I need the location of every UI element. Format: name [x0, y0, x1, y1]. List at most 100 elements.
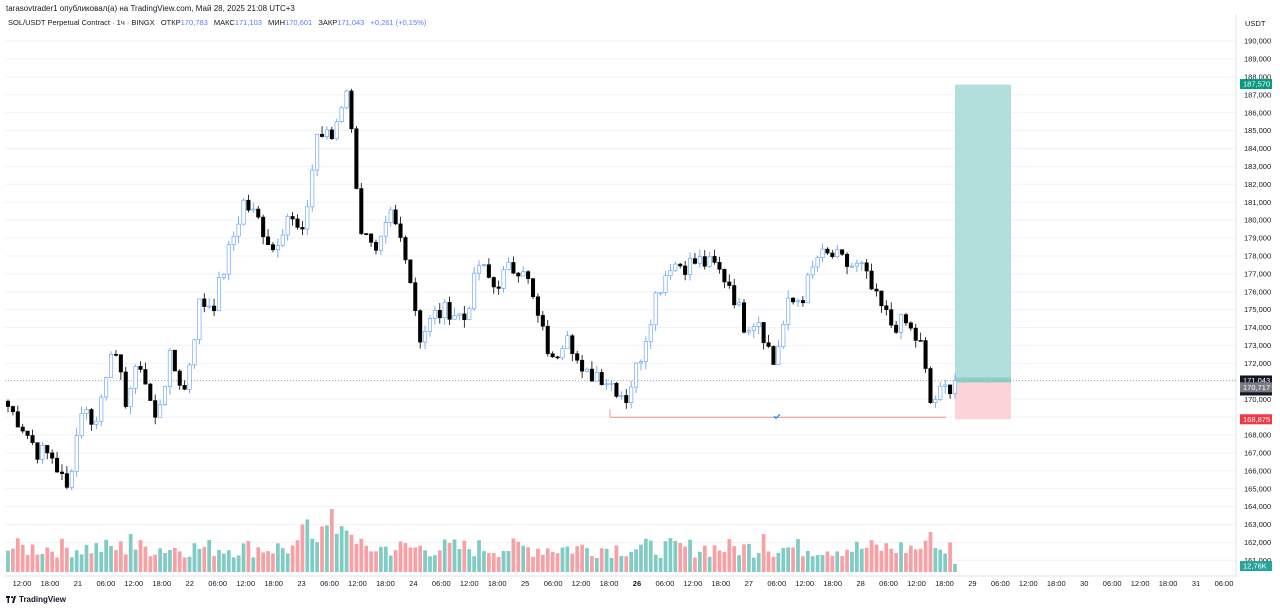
- candle-body[interactable]: [766, 342, 771, 347]
- candle-body[interactable]: [756, 322, 761, 327]
- candle-body[interactable]: [874, 288, 879, 292]
- candle-body[interactable]: [74, 435, 79, 472]
- candle-body[interactable]: [673, 263, 678, 272]
- candle-body[interactable]: [702, 256, 707, 267]
- candle-body[interactable]: [104, 377, 109, 398]
- candle-body[interactable]: [761, 322, 766, 344]
- candle-body[interactable]: [496, 286, 501, 289]
- candle-body[interactable]: [388, 209, 393, 223]
- candle-body[interactable]: [418, 310, 423, 343]
- candle-body[interactable]: [506, 262, 511, 271]
- candle-body[interactable]: [707, 256, 712, 267]
- candle-body[interactable]: [182, 385, 187, 390]
- candle-body[interactable]: [177, 370, 182, 386]
- candle-body[interactable]: [10, 406, 15, 412]
- candle-body[interactable]: [334, 121, 339, 140]
- candle-body[interactable]: [825, 248, 830, 254]
- candle-body[interactable]: [913, 327, 918, 341]
- candle-body[interactable]: [216, 277, 222, 312]
- candle-body[interactable]: [305, 206, 310, 230]
- candle-body[interactable]: [820, 248, 825, 259]
- candle-body[interactable]: [447, 302, 452, 320]
- candle-body[interactable]: [109, 354, 114, 378]
- candle-body[interactable]: [511, 262, 516, 274]
- candle-body[interactable]: [241, 199, 246, 225]
- candle-body[interactable]: [609, 382, 614, 385]
- candle-body[interactable]: [45, 445, 50, 454]
- candle-body[interactable]: [275, 245, 280, 251]
- candle-body[interactable]: [320, 133, 325, 137]
- candle-body[interactable]: [938, 385, 943, 400]
- candle-body[interactable]: [869, 270, 874, 290]
- candle-body[interactable]: [221, 273, 226, 278]
- candle-body[interactable]: [727, 281, 732, 286]
- candle-body[interactable]: [167, 349, 172, 387]
- candle-body[interactable]: [923, 340, 928, 369]
- candle-body[interactable]: [467, 308, 472, 321]
- candle-body[interactable]: [746, 330, 751, 333]
- candle-body[interactable]: [678, 263, 683, 267]
- candle-body[interactable]: [246, 199, 251, 211]
- candle-body[interactable]: [481, 264, 486, 267]
- candle-body[interactable]: [25, 430, 30, 436]
- candle-body[interactable]: [854, 262, 859, 267]
- candle-body[interactable]: [99, 396, 104, 422]
- candle-body[interactable]: [310, 169, 315, 208]
- candle-body[interactable]: [486, 264, 491, 278]
- currency-label[interactable]: USDT: [1245, 19, 1266, 28]
- candle-body[interactable]: [751, 326, 756, 331]
- candle-body[interactable]: [15, 411, 20, 428]
- candle-body[interactable]: [64, 473, 69, 488]
- candle-body[interactable]: [285, 216, 290, 236]
- candle-body[interactable]: [732, 285, 737, 306]
- candle-body[interactable]: [280, 234, 285, 246]
- candle-body[interactable]: [344, 90, 349, 109]
- candle-body[interactable]: [295, 218, 300, 228]
- candle-body[interactable]: [354, 128, 359, 189]
- candle-body[interactable]: [329, 129, 334, 140]
- candle-body[interactable]: [501, 269, 506, 289]
- candle-body[interactable]: [398, 223, 403, 238]
- candle-body[interactable]: [933, 399, 938, 403]
- candle-body[interactable]: [251, 208, 256, 211]
- candle-body[interactable]: [192, 339, 197, 366]
- candle-body[interactable]: [879, 290, 884, 307]
- candle-body[interactable]: [859, 262, 864, 265]
- candle-body[interactable]: [526, 271, 531, 279]
- candle-body[interactable]: [516, 272, 521, 277]
- candle-body[interactable]: [575, 353, 580, 361]
- candle-body[interactable]: [427, 318, 432, 332]
- candle-body[interactable]: [437, 310, 442, 319]
- candle-body[interactable]: [840, 249, 845, 255]
- candle-body[interactable]: [908, 322, 913, 329]
- candle-body[interactable]: [952, 380, 958, 395]
- candle-body[interactable]: [40, 445, 45, 460]
- candle-body[interactable]: [123, 371, 128, 407]
- candle-body[interactable]: [432, 310, 437, 319]
- candle-body[interactable]: [226, 244, 231, 275]
- candle-body[interactable]: [472, 272, 477, 310]
- candle-body[interactable]: [899, 314, 904, 333]
- candle-body[interactable]: [663, 275, 668, 294]
- candle-body[interactable]: [79, 413, 84, 436]
- candle-body[interactable]: [614, 382, 619, 397]
- candle-body[interactable]: [697, 256, 702, 264]
- candle-body[interactable]: [565, 335, 570, 349]
- candle-body[interactable]: [781, 324, 786, 347]
- candle-body[interactable]: [550, 353, 555, 358]
- candle-body[interactable]: [118, 354, 123, 373]
- candle-body[interactable]: [359, 188, 364, 234]
- candle-body[interactable]: [521, 271, 526, 277]
- candle-body[interactable]: [786, 297, 791, 325]
- target-zone[interactable]: [955, 84, 1011, 381]
- candle-body[interactable]: [20, 426, 25, 432]
- candle-body[interactable]: [683, 265, 688, 275]
- candle-body[interactable]: [599, 372, 604, 386]
- candle-body[interactable]: [629, 386, 634, 403]
- candle-body[interactable]: [643, 341, 648, 362]
- candle-body[interactable]: [594, 372, 599, 382]
- candle-body[interactable]: [212, 305, 217, 312]
- candle-body[interactable]: [835, 249, 840, 258]
- candle-body[interactable]: [570, 335, 575, 354]
